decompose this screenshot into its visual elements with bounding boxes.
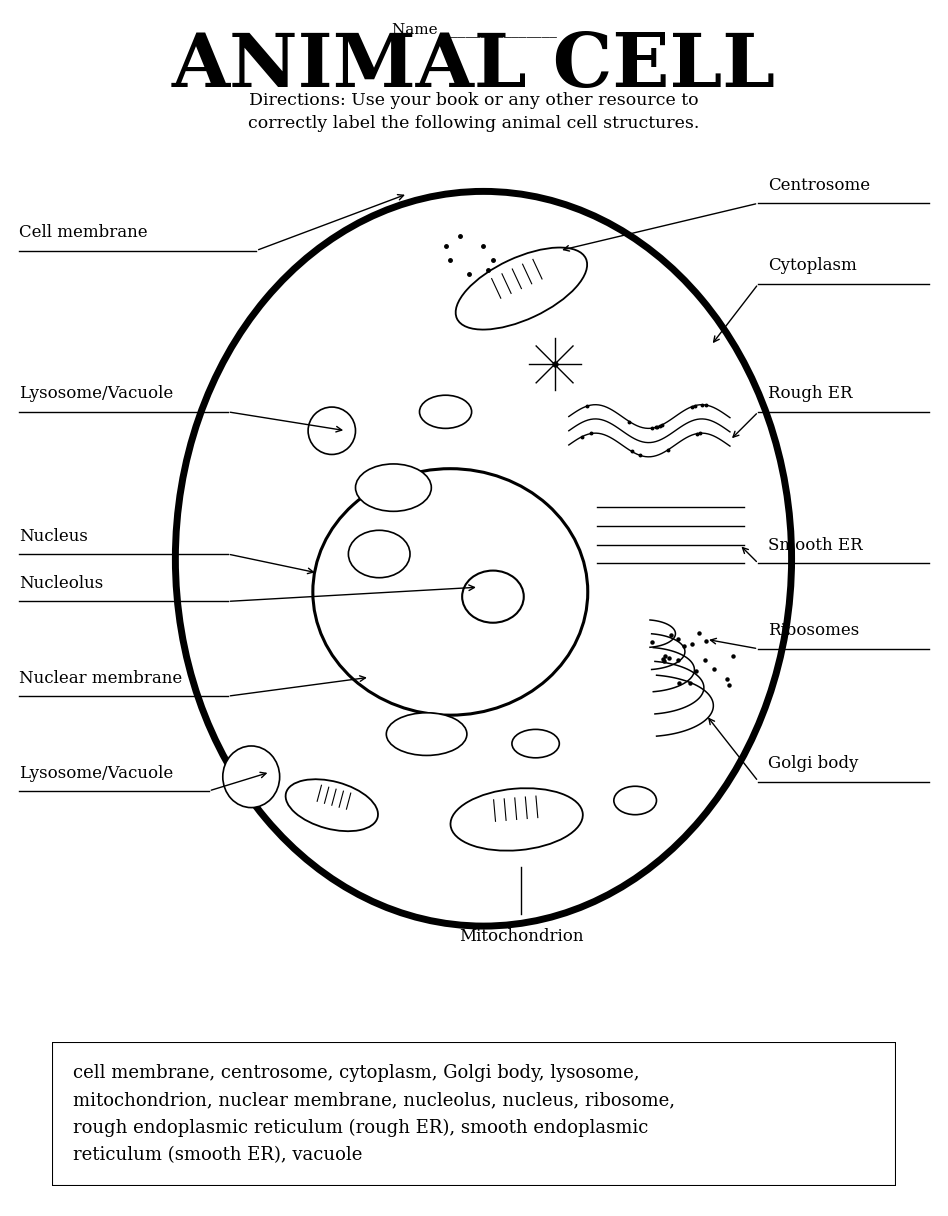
Ellipse shape	[419, 395, 472, 428]
Ellipse shape	[175, 191, 792, 927]
Text: Nuclear membrane: Nuclear membrane	[19, 670, 182, 687]
Text: Nucleolus: Nucleolus	[19, 575, 103, 592]
Ellipse shape	[462, 570, 523, 623]
Text: Lysosome/Vacuole: Lysosome/Vacuole	[19, 385, 173, 402]
Text: Smooth ER: Smooth ER	[768, 537, 863, 554]
Text: cell membrane, centrosome, cytoplasm, Golgi body, lysosome,
mitochondrion, nucle: cell membrane, centrosome, cytoplasm, Go…	[73, 1064, 675, 1164]
Text: Rough ER: Rough ER	[768, 385, 852, 402]
Ellipse shape	[450, 788, 583, 851]
Text: Cell membrane: Cell membrane	[19, 224, 148, 241]
Ellipse shape	[223, 745, 280, 807]
Text: Golgi body: Golgi body	[768, 755, 858, 772]
Text: Nucleus: Nucleus	[19, 528, 88, 545]
Ellipse shape	[308, 407, 356, 455]
Ellipse shape	[348, 530, 410, 578]
Text: Mitochondrion: Mitochondrion	[459, 929, 584, 946]
Text: ANIMAL CELL: ANIMAL CELL	[172, 30, 776, 103]
Ellipse shape	[512, 730, 559, 758]
Text: Name _______________: Name _______________	[392, 22, 556, 36]
Text: Directions: Use your book or any other resource to
correctly label the following: Directions: Use your book or any other r…	[248, 91, 700, 133]
Ellipse shape	[313, 468, 588, 715]
Text: Cytoplasm: Cytoplasm	[768, 258, 857, 275]
Ellipse shape	[614, 787, 657, 815]
Ellipse shape	[285, 779, 378, 832]
Text: Centrosome: Centrosome	[768, 176, 870, 193]
Ellipse shape	[356, 465, 431, 512]
Ellipse shape	[456, 248, 587, 330]
Text: Lysosome/Vacuole: Lysosome/Vacuole	[19, 765, 173, 782]
Text: Ribosomes: Ribosomes	[768, 623, 859, 640]
Ellipse shape	[387, 713, 466, 755]
